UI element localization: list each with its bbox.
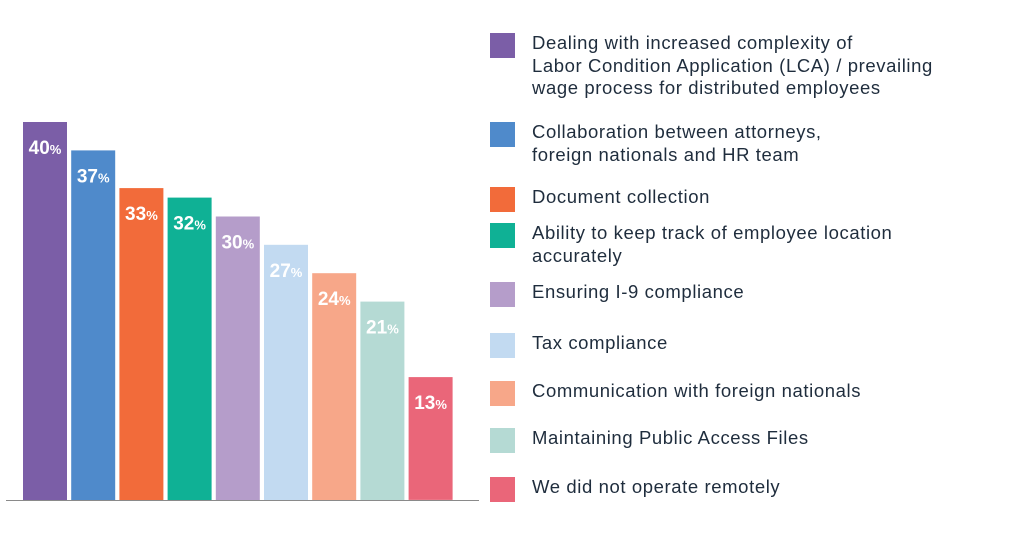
legend-label-line: Document collection: [532, 186, 710, 207]
legend-swatch: [490, 381, 515, 406]
bar-value-label-1: 40%: [29, 138, 62, 159]
bar-value-number: 13: [414, 393, 435, 414]
legend-label: Ability to keep track of employee locati…: [532, 222, 1002, 267]
bar-value-suffix: %: [339, 293, 351, 308]
bar-value-suffix: %: [146, 208, 158, 223]
bar-value-label-9: 13%: [414, 393, 447, 414]
legend-item-9: We did not operate remotely: [490, 476, 1002, 502]
legend-label-line: Ability to keep track of employee locati…: [532, 222, 893, 243]
bar-value-label-7: 24%: [318, 289, 351, 310]
chart-legend: Dealing with increased complexity of Labo…: [490, 0, 1010, 546]
legend-label: Communication with foreign nationals: [532, 380, 1002, 403]
bar-7: [312, 273, 357, 500]
bar-chart: 40%37%33% 32%30%27%24%21%13%: [6, 122, 479, 501]
bar-value-suffix: %: [387, 322, 399, 337]
legend-swatch: [490, 477, 515, 502]
legend-label-line: Collaboration between attorneys,: [532, 121, 822, 142]
bar-3: [119, 188, 164, 500]
legend-swatch: [490, 333, 515, 358]
bar-value-number: 37: [77, 166, 98, 187]
legend-label-line: Maintaining Public Access Files: [532, 427, 809, 448]
legend-label: Dealing with increased complexity of Labo…: [532, 32, 1002, 100]
legend-label: Collaboration between attorneys, foreign …: [532, 121, 1002, 166]
legend-item-3: Document collection: [490, 186, 1002, 212]
legend-label-line: Tax compliance: [532, 332, 668, 353]
bar-value-label-2: 37%: [77, 166, 110, 187]
legend-label-line: Ensuring I-9 compliance: [532, 281, 745, 302]
bar-value-suffix: %: [50, 142, 62, 157]
bar-value-number: 24: [318, 289, 340, 310]
legend-label-line: Communication with foreign nationals: [532, 380, 862, 401]
bar-value-number: 30: [221, 233, 242, 254]
legend-label-line: Labor Condition Application (LCA) / prev…: [532, 54, 933, 76]
bar-value-suffix: %: [194, 218, 206, 233]
legend-label-line: Dealing with increased complexity of: [532, 32, 853, 53]
bar-value-number: 33: [125, 204, 146, 225]
legend-label-line: foreign nationals and HR team: [532, 143, 800, 165]
bar-value-number: 32: [173, 214, 194, 235]
bar-9: [408, 377, 453, 500]
bar-value-label-3: 33%: [125, 204, 158, 225]
bar-value-label-6: 27%: [270, 261, 303, 282]
legend-label: We did not operate remotely: [532, 476, 1002, 499]
legend-item-4: Ability to keep track of employee locati…: [490, 222, 1002, 267]
bar-1: [23, 122, 67, 500]
legend-item-2: Collaboration between attorneys, foreign …: [490, 121, 1002, 166]
bar-value-label-8: 21%: [366, 318, 399, 339]
legend-label-line: We did not operate remotely: [532, 476, 781, 497]
bar-value-suffix: %: [435, 397, 447, 412]
legend-label-line: wage process for distributed employees: [532, 77, 881, 98]
bar-value-number: 40: [29, 138, 50, 159]
bar-value-label-5: 30%: [221, 233, 254, 254]
legend-item-6: Tax compliance: [490, 332, 1002, 358]
legend-swatch: [490, 187, 515, 212]
bar-value-suffix: %: [98, 170, 110, 185]
legend-label: Tax compliance: [532, 332, 1002, 355]
bar-8: [360, 301, 405, 500]
legend-label-line: accurately: [532, 244, 623, 266]
legend-item-5: Ensuring I-9 compliance: [490, 281, 1002, 307]
legend-swatch: [490, 282, 515, 307]
bar-value-label-4: 32%: [173, 214, 206, 235]
legend-swatch: [490, 428, 515, 453]
bar-4: [167, 197, 212, 500]
legend-swatch: [490, 122, 515, 147]
bar-value-number: 27: [270, 261, 291, 282]
legend-label: Ensuring I-9 compliance: [532, 281, 1002, 304]
bar-5: [215, 216, 260, 500]
legend-item-8: Maintaining Public Access Files: [490, 427, 1002, 453]
legend-swatch: [490, 223, 515, 248]
bar-6: [264, 244, 308, 500]
legend-item-7: Communication with foreign nationals: [490, 380, 1002, 406]
bar-2: [71, 150, 116, 500]
legend-label: Maintaining Public Access Files: [532, 427, 1002, 450]
bar-value-suffix: %: [291, 265, 303, 280]
legend-item-1: Dealing with increased complexity of Labo…: [490, 32, 1002, 100]
bar-value-suffix: %: [243, 237, 255, 252]
bar-value-number: 21: [366, 318, 388, 339]
legend-swatch: [490, 33, 515, 58]
legend-label: Document collection: [532, 186, 1002, 209]
